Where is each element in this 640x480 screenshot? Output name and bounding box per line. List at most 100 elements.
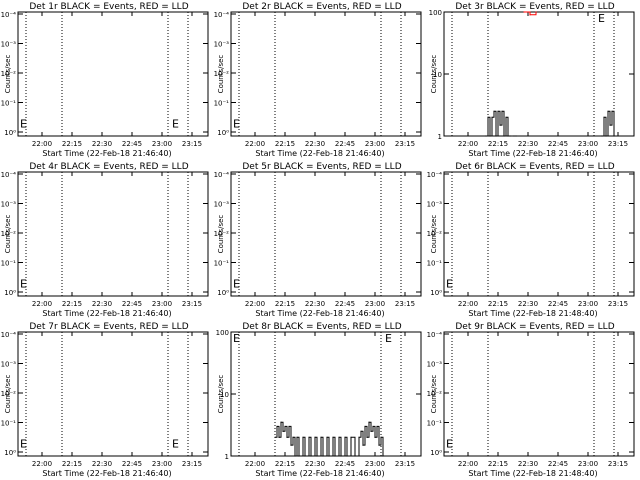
data-point — [350, 436, 352, 438]
plot-frame — [443, 331, 635, 457]
plot-frame — [230, 331, 422, 457]
y-tick-label: 10⁻¹ — [427, 260, 443, 268]
y-tick-label: 10⁻³ — [427, 201, 443, 209]
x-tick-label: 22:15 — [62, 460, 82, 468]
data-point — [505, 116, 507, 118]
panel-title: Det 1r BLACK = Events, RED = LLD — [29, 2, 188, 12]
x-tick-label: 22:30 — [305, 460, 325, 468]
x-tick-label: 22:15 — [488, 140, 508, 148]
x-tick-label: 22:00 — [458, 300, 478, 308]
data-point — [503, 135, 505, 137]
y-tick-label: 10 — [433, 71, 442, 79]
y-tick-label: 10⁻³ — [214, 201, 230, 209]
data-point — [376, 425, 378, 428]
edge-marker: E — [385, 332, 392, 345]
series-events — [486, 110, 615, 137]
panel-det-6: Det 6r BLACK = Events, RED = LLD 10⁰ 10⁻¹ 1… — [427, 162, 635, 318]
data-point — [374, 436, 376, 438]
panel-title: Det 6r BLACK = Events, RED = LLD — [455, 162, 614, 172]
y-tick-label: 10⁻³ — [1, 201, 17, 209]
data-point — [314, 436, 316, 438]
y-tick-label: 10⁻⁴ — [427, 331, 443, 339]
y-tick-label: 10⁰ — [217, 289, 229, 297]
x-tick-label: 22:30 — [518, 300, 538, 308]
panel-title: Det 9r BLACK = Events, RED = LLD — [455, 322, 614, 332]
data-point — [354, 455, 356, 457]
x-tick-label: 22:45 — [548, 140, 568, 148]
y-axis-label: Counts/sec — [217, 55, 225, 94]
y-tick-label: 10⁻³ — [1, 361, 17, 369]
x-tick-label: 22:00 — [245, 460, 265, 468]
x-tick-label: 23:00 — [365, 140, 385, 148]
y-tick-label: 10⁻² — [214, 230, 230, 238]
panel-det-4: Det 4r BLACK = Events, RED = LLD 10⁰ 10⁻¹ 1… — [1, 162, 209, 318]
y-tick-label: 1 — [438, 133, 442, 141]
edge-marker: E — [446, 277, 453, 290]
y-axis-label: Counts/sec — [217, 215, 225, 254]
x-tick-label: 22:15 — [275, 140, 295, 148]
data-point — [380, 436, 382, 438]
data-point — [501, 110, 503, 112]
x-tick-label: 22:15 — [275, 460, 295, 468]
data-point — [523, 11, 525, 13]
data-point — [372, 425, 374, 428]
x-axis-label: Start Time (22-Feb-18 21:46:40) — [255, 149, 384, 158]
y-tick-label: 10⁻¹ — [1, 100, 17, 108]
series-events — [275, 421, 384, 457]
data-point — [360, 430, 362, 432]
x-axis-label: Start Time (22-Feb-18 21:46:40) — [468, 149, 597, 158]
data-point — [485, 135, 487, 137]
edge-marker: E — [20, 437, 27, 450]
y-tick-label: 10⁻² — [427, 230, 443, 238]
x-tick-label: 23:15 — [182, 140, 202, 148]
data-point — [497, 110, 499, 112]
y-tick-label: 10⁰ — [4, 449, 16, 457]
panel-det-9: Det 9r BLACK = Events, RED = LLD 10⁰ 10⁻¹ 1… — [427, 322, 635, 478]
y-tick-label: 10⁰ — [430, 449, 442, 457]
x-tick-label: 22:30 — [305, 140, 325, 148]
data-point — [358, 436, 360, 438]
data-point — [288, 425, 290, 428]
x-tick-label: 23:15 — [395, 140, 415, 148]
x-tick-label: 22:30 — [518, 140, 538, 148]
x-tick-label: 22:45 — [122, 300, 142, 308]
y-tick-label: 1 — [225, 453, 229, 461]
y-tick-label: 100 — [429, 9, 442, 17]
plot-frame — [17, 171, 209, 297]
x-tick-label: 22:45 — [335, 300, 355, 308]
data-point — [304, 455, 306, 457]
data-point — [495, 135, 497, 137]
panel-title: Det 3r BLACK = Events, RED = LLD — [455, 2, 614, 12]
data-point — [513, 135, 515, 137]
y-tick-label: 10⁻⁴ — [1, 331, 17, 339]
x-tick-label: 22:30 — [92, 300, 112, 308]
data-point — [278, 436, 280, 438]
x-tick-label: 22:15 — [488, 300, 508, 308]
y-tick-label: 10⁻² — [1, 390, 17, 398]
x-tick-label: 23:00 — [578, 140, 598, 148]
y-tick-label: 100 — [216, 329, 229, 337]
x-axis-label: Start Time (22-Feb-18 21:46:40) — [42, 309, 171, 318]
edge-marker: E — [20, 117, 27, 130]
y-tick-label: 10⁻² — [1, 70, 17, 78]
x-tick-label: 23:00 — [578, 300, 598, 308]
y-tick-label: 10⁻³ — [1, 41, 17, 49]
data-point — [507, 135, 509, 137]
data-point — [298, 455, 300, 457]
y-tick-label: 10⁰ — [4, 129, 16, 137]
plot-frame — [230, 11, 422, 137]
edge-marker: E — [20, 277, 27, 290]
y-tick-label: 10⁻⁴ — [1, 11, 17, 19]
data-point — [282, 430, 284, 432]
x-tick-label: 22:45 — [335, 140, 355, 148]
y-axis-label: Counts/sec — [4, 215, 12, 254]
x-tick-label: 22:00 — [245, 140, 265, 148]
data-point — [605, 135, 607, 137]
x-tick-label: 23:00 — [152, 300, 172, 308]
data-point — [308, 436, 310, 438]
data-point — [296, 436, 298, 438]
panel-title: Det 4r BLACK = Events, RED = LLD — [29, 162, 188, 172]
plot-frame — [17, 11, 209, 137]
x-tick-label: 22:45 — [122, 140, 142, 148]
